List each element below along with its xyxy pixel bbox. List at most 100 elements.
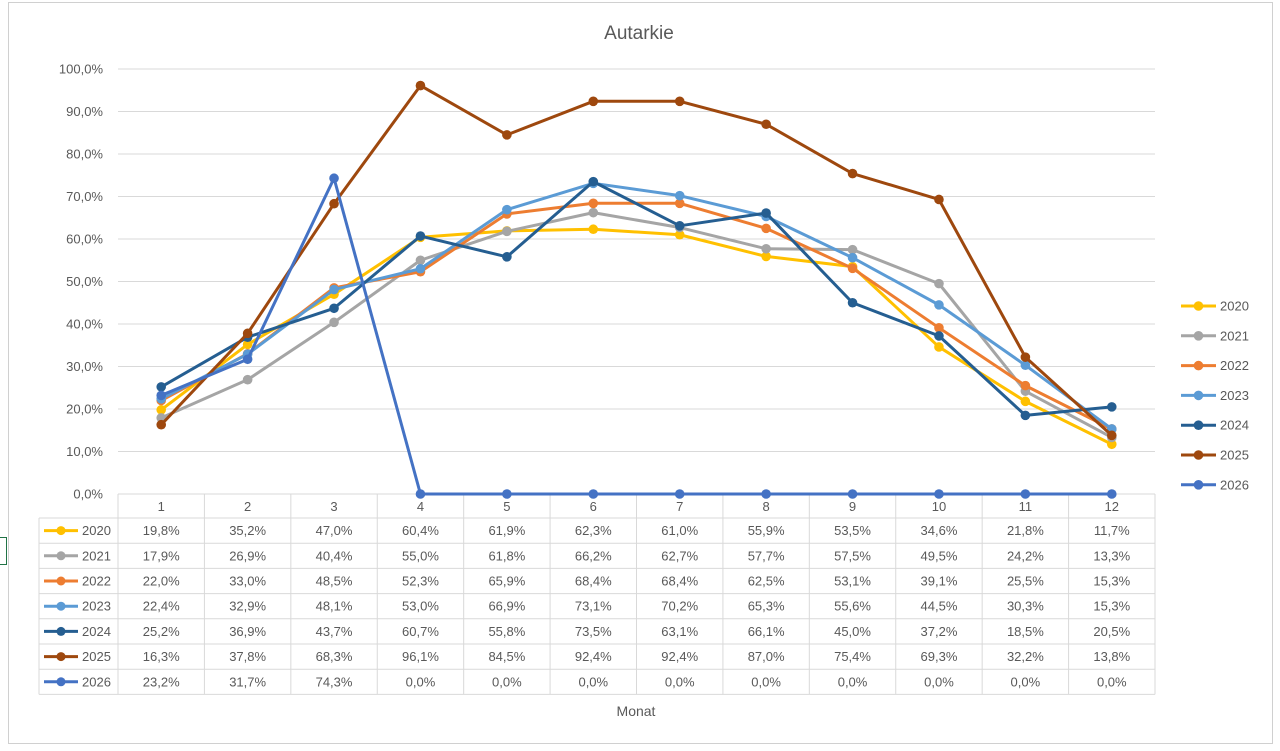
data-point-2024[interactable] [502, 252, 512, 262]
legend-entry[interactable]: 2026 [1220, 477, 1249, 492]
data-point-2025[interactable] [415, 80, 426, 91]
series-line-2024[interactable] [160, 180, 1112, 417]
data-point-2024[interactable] [329, 303, 339, 314]
data-point-2024[interactable] [761, 208, 771, 218]
series-line-2025[interactable] [160, 84, 1113, 437]
data-point-2021[interactable] [934, 278, 944, 289]
series-line-2023[interactable] [160, 181, 1113, 431]
data-point-2024[interactable] [674, 221, 685, 231]
data-point-2021[interactable] [761, 243, 771, 254]
chart-area[interactable] [8, 2, 1273, 744]
y-tick-label: 50,0% [66, 274, 103, 289]
table-legend-key-marker [56, 677, 66, 687]
data-point-2026[interactable] [156, 390, 167, 401]
table-series-name: 2021 [82, 548, 111, 563]
data-point-2024[interactable] [934, 331, 944, 341]
data-point-2020[interactable] [761, 251, 771, 262]
data-point-2025[interactable] [502, 130, 512, 140]
data-point-2020[interactable] [934, 342, 944, 352]
data-point-2025[interactable] [761, 119, 771, 130]
data-point-2023[interactable] [1020, 360, 1031, 371]
legend-entry[interactable]: 2025 [1220, 448, 1249, 463]
data-point-2023[interactable] [674, 190, 685, 201]
data-point-2021[interactable] [588, 207, 599, 218]
series-line-2020[interactable] [160, 227, 1113, 446]
data-point-2024[interactable] [1106, 402, 1117, 412]
data-point-2026[interactable] [588, 489, 599, 499]
data-point-2025[interactable] [674, 96, 685, 107]
table-series-name: 2025 [82, 649, 111, 664]
data-point-2025[interactable] [934, 194, 944, 205]
series-line-2026[interactable] [160, 176, 1112, 496]
data-point-2026[interactable] [1106, 489, 1117, 499]
data-point-2023[interactable] [847, 252, 858, 263]
data-point-2023[interactable] [934, 300, 944, 310]
data-point-2026[interactable] [502, 489, 512, 499]
data-point-2026[interactable] [329, 173, 339, 184]
spreadsheet-cell-selection-fragment[interactable] [0, 537, 7, 565]
series-line-2022[interactable] [160, 201, 1113, 431]
data-point-2021[interactable] [847, 244, 858, 255]
table-cell-value: 15,3% [1093, 599, 1130, 614]
legend-key-marker [1193, 390, 1204, 401]
data-point-2024[interactable] [588, 176, 599, 187]
data-point-2025[interactable] [588, 96, 599, 107]
table-cell-value: 40,4% [316, 548, 353, 563]
data-point-2023[interactable] [329, 284, 339, 295]
data-point-2020[interactable] [674, 229, 685, 240]
data-point-2022[interactable] [674, 198, 685, 209]
data-point-2025[interactable] [156, 419, 167, 430]
legend-entry[interactable]: 2023 [1220, 388, 1249, 403]
data-point-2023[interactable] [415, 263, 426, 274]
data-point-2026[interactable] [761, 489, 771, 499]
data-point-2024[interactable] [415, 231, 426, 241]
data-point-2022[interactable] [761, 223, 771, 234]
legend-entry[interactable]: 2024 [1220, 418, 1249, 433]
table-legend-key-marker [56, 626, 66, 636]
table-cell-value: 36,9% [229, 624, 266, 639]
table-legend-key-marker [56, 652, 66, 662]
data-point-2025[interactable] [1106, 430, 1117, 441]
data-point-2020[interactable] [156, 405, 167, 415]
table-cell-value: 49,5% [921, 548, 958, 563]
table-cell-value: 45,0% [834, 624, 871, 639]
data-point-2022[interactable] [588, 198, 599, 209]
data-point-2022[interactable] [1020, 380, 1031, 391]
data-point-2021[interactable] [329, 317, 339, 328]
table-cell-value: 35,2% [229, 523, 266, 538]
legend-entry[interactable]: 2022 [1220, 358, 1249, 373]
data-point-2022[interactable] [847, 263, 858, 274]
data-point-2023[interactable] [502, 204, 512, 215]
data-point-2024[interactable] [156, 382, 167, 392]
data-point-2021[interactable] [502, 226, 512, 237]
data-point-2020[interactable] [242, 339, 253, 350]
table-cell-value: 55,9% [748, 523, 785, 538]
data-point-2025[interactable] [1020, 352, 1031, 362]
table-cell-value: 31,7% [229, 674, 266, 689]
data-point-2026[interactable] [415, 489, 426, 499]
data-point-2026[interactable] [242, 354, 253, 365]
series-line-2021[interactable] [160, 211, 1113, 439]
x-tick-label: 8 [763, 499, 770, 514]
table-cell-value: 19,8% [143, 523, 180, 538]
legend-entry[interactable]: 2020 [1220, 299, 1249, 314]
data-point-2020[interactable] [588, 224, 599, 235]
data-point-2026[interactable] [674, 489, 685, 499]
legend-entry[interactable]: 2021 [1220, 328, 1249, 343]
y-tick-label: 30,0% [66, 359, 103, 374]
data-point-2026[interactable] [847, 489, 858, 499]
data-point-2025[interactable] [847, 168, 858, 179]
data-point-2020[interactable] [1106, 439, 1117, 450]
data-point-2020[interactable] [1020, 396, 1031, 407]
data-point-2025[interactable] [242, 328, 253, 339]
data-point-2026[interactable] [934, 489, 944, 499]
table-cell-value: 60,4% [402, 523, 439, 538]
data-point-2022[interactable] [934, 323, 944, 333]
data-point-2024[interactable] [1020, 410, 1031, 421]
data-point-2026[interactable] [1020, 489, 1031, 499]
data-point-2024[interactable] [847, 297, 858, 308]
data-point-2021[interactable] [242, 374, 253, 385]
table-cell-value: 13,3% [1093, 548, 1130, 563]
data-point-2021[interactable] [415, 255, 426, 266]
data-point-2025[interactable] [329, 198, 339, 209]
